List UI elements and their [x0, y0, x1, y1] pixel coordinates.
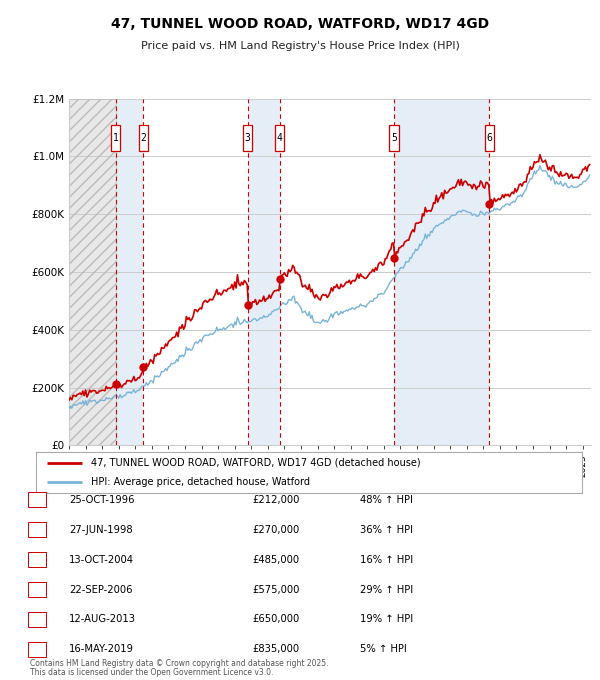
Text: 6: 6	[35, 645, 40, 654]
Bar	[69, 99, 116, 445]
Text: 6: 6	[487, 133, 493, 143]
Text: HPI: Average price, detached house, Watford: HPI: Average price, detached house, Watf…	[91, 477, 310, 488]
Text: 12-AUG-2013: 12-AUG-2013	[69, 615, 136, 624]
Bar	[394, 99, 490, 445]
Text: 22-SEP-2006: 22-SEP-2006	[69, 585, 133, 594]
Text: 2: 2	[140, 133, 146, 143]
Text: 3: 3	[245, 133, 251, 143]
Text: £835,000: £835,000	[252, 645, 299, 654]
FancyBboxPatch shape	[111, 126, 120, 152]
Text: Contains HM Land Registry data © Crown copyright and database right 2025.: Contains HM Land Registry data © Crown c…	[30, 659, 329, 668]
Text: 4: 4	[277, 133, 283, 143]
Text: 29% ↑ HPI: 29% ↑ HPI	[360, 585, 413, 594]
FancyBboxPatch shape	[139, 126, 148, 152]
Text: £650,000: £650,000	[252, 615, 299, 624]
Text: 1: 1	[35, 495, 40, 505]
Text: £485,000: £485,000	[252, 555, 299, 564]
Text: £212,000: £212,000	[252, 495, 299, 505]
FancyBboxPatch shape	[243, 126, 252, 152]
Bar	[116, 99, 143, 445]
Text: 48% ↑ HPI: 48% ↑ HPI	[360, 495, 413, 505]
Text: 5: 5	[391, 133, 397, 143]
Text: £575,000: £575,000	[252, 585, 299, 594]
Text: 25-OCT-1996: 25-OCT-1996	[69, 495, 134, 505]
Text: 19% ↑ HPI: 19% ↑ HPI	[360, 615, 413, 624]
Text: Price paid vs. HM Land Registry's House Price Index (HPI): Price paid vs. HM Land Registry's House …	[140, 41, 460, 51]
Text: £270,000: £270,000	[252, 525, 299, 534]
FancyBboxPatch shape	[485, 126, 494, 152]
Text: 27-JUN-1998: 27-JUN-1998	[69, 525, 133, 534]
Text: 5% ↑ HPI: 5% ↑ HPI	[360, 645, 407, 654]
Text: 4: 4	[35, 585, 40, 594]
Text: 16-MAY-2019: 16-MAY-2019	[69, 645, 134, 654]
Bar	[69, 99, 116, 445]
Text: 5: 5	[35, 615, 40, 624]
Text: 36% ↑ HPI: 36% ↑ HPI	[360, 525, 413, 534]
Text: 47, TUNNEL WOOD ROAD, WATFORD, WD17 4GD (detached house): 47, TUNNEL WOOD ROAD, WATFORD, WD17 4GD …	[91, 458, 420, 468]
Text: 3: 3	[35, 555, 40, 564]
FancyBboxPatch shape	[389, 126, 398, 152]
Text: 2: 2	[35, 525, 40, 534]
Text: 13-OCT-2004: 13-OCT-2004	[69, 555, 134, 564]
Text: 1: 1	[113, 133, 119, 143]
Text: 47, TUNNEL WOOD ROAD, WATFORD, WD17 4GD: 47, TUNNEL WOOD ROAD, WATFORD, WD17 4GD	[111, 17, 489, 31]
FancyBboxPatch shape	[275, 126, 284, 152]
Text: 16% ↑ HPI: 16% ↑ HPI	[360, 555, 413, 564]
Bar	[248, 99, 280, 445]
Text: This data is licensed under the Open Government Licence v3.0.: This data is licensed under the Open Gov…	[30, 668, 274, 677]
